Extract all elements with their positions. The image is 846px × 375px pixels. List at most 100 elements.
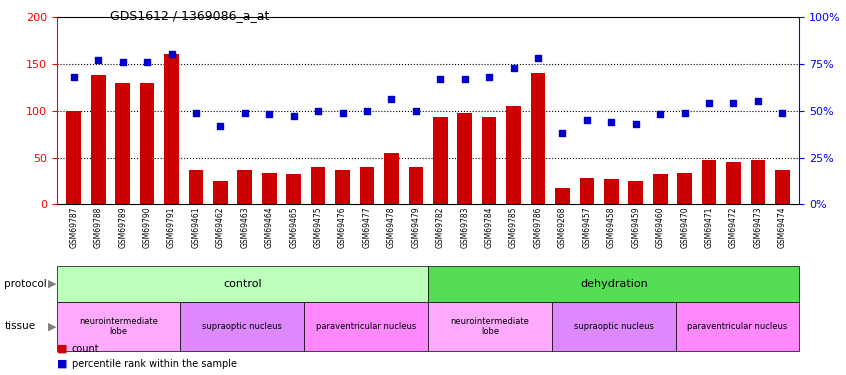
Point (214, 123, 228, 129)
Bar (653, 174, 667, 204)
Text: GSM69460: GSM69460 (656, 206, 665, 248)
Point (629, 121, 642, 127)
Point (458, 76, 471, 82)
Bar (775, 170, 789, 204)
Text: GSM69475: GSM69475 (314, 206, 322, 248)
Point (311, 108, 325, 114)
Bar (335, 170, 350, 204)
Text: tissue: tissue (4, 321, 36, 331)
Bar (750, 160, 766, 204)
Bar (701, 160, 717, 204)
Point (678, 110, 691, 116)
Text: GSM69463: GSM69463 (240, 206, 250, 248)
Point (287, 113, 300, 119)
Text: GSM69458: GSM69458 (607, 206, 616, 248)
Bar (91, 75, 106, 204)
Text: supraoptic nucleus: supraoptic nucleus (574, 322, 654, 331)
Bar (604, 179, 618, 204)
Point (238, 110, 251, 116)
Point (531, 55, 545, 61)
Point (67, 74, 80, 80)
Point (91, 57, 105, 63)
Text: GSM69464: GSM69464 (265, 206, 274, 248)
Bar (262, 174, 277, 204)
Point (482, 74, 496, 80)
Bar (310, 167, 326, 204)
Bar (140, 82, 155, 204)
Bar (238, 170, 252, 204)
Text: GSM69461: GSM69461 (191, 206, 201, 248)
Point (409, 108, 423, 114)
Text: GSM69791: GSM69791 (167, 206, 176, 248)
Text: GSM69268: GSM69268 (558, 206, 567, 248)
Point (580, 117, 594, 123)
Bar (213, 181, 228, 204)
Bar (115, 82, 130, 204)
Bar (189, 170, 203, 204)
Bar (286, 174, 301, 204)
Point (727, 100, 740, 106)
Bar (409, 167, 423, 204)
Text: ■: ■ (57, 359, 67, 369)
Text: GSM69477: GSM69477 (362, 206, 371, 248)
Point (433, 76, 447, 82)
Text: GSM69470: GSM69470 (680, 206, 689, 248)
Bar (726, 162, 741, 204)
Text: GSM69478: GSM69478 (387, 206, 396, 248)
Bar (384, 153, 398, 204)
Bar (482, 117, 497, 204)
Text: ▶: ▶ (48, 279, 57, 289)
Text: control: control (223, 279, 261, 289)
Point (116, 59, 129, 65)
Point (190, 110, 203, 116)
Text: GSM69788: GSM69788 (94, 206, 102, 248)
Bar (629, 181, 643, 204)
Point (262, 111, 276, 117)
Bar (67, 111, 81, 204)
Bar (164, 54, 179, 204)
Bar (530, 73, 546, 204)
Text: paraventricular nucleus: paraventricular nucleus (316, 322, 416, 331)
Point (140, 59, 154, 65)
Text: GSM69472: GSM69472 (729, 206, 738, 248)
Bar (458, 113, 472, 204)
Text: GSM69473: GSM69473 (754, 206, 762, 248)
Bar (555, 188, 570, 204)
Text: GDS1612 / 1369086_a_at: GDS1612 / 1369086_a_at (110, 9, 269, 22)
Text: GSM69479: GSM69479 (411, 206, 420, 248)
Point (336, 110, 349, 116)
Text: GSM69474: GSM69474 (777, 206, 787, 248)
Point (702, 100, 716, 106)
Text: ■: ■ (57, 344, 67, 354)
Text: GSM69457: GSM69457 (582, 206, 591, 248)
Point (653, 111, 667, 117)
Text: GSM69787: GSM69787 (69, 206, 79, 248)
Text: dehydration: dehydration (580, 279, 648, 289)
Bar (506, 106, 521, 204)
Text: GSM69465: GSM69465 (289, 206, 298, 248)
Text: paraventricular nucleus: paraventricular nucleus (688, 322, 788, 331)
Text: GSM69784: GSM69784 (485, 206, 494, 248)
Bar (360, 167, 374, 204)
Text: GSM69471: GSM69471 (705, 206, 713, 248)
Text: percentile rank within the sample: percentile rank within the sample (72, 359, 237, 369)
Point (776, 110, 789, 116)
Point (165, 51, 179, 57)
Text: count: count (72, 344, 100, 354)
Bar (678, 174, 692, 204)
Point (507, 64, 520, 70)
Text: GSM69459: GSM69459 (631, 206, 640, 248)
Text: GSM69782: GSM69782 (436, 206, 445, 248)
Bar (580, 178, 594, 204)
Point (385, 96, 398, 102)
Bar (433, 117, 448, 204)
Text: GSM69785: GSM69785 (509, 206, 518, 248)
Text: neurointermediate
lobe: neurointermediate lobe (451, 316, 530, 336)
Point (751, 98, 765, 104)
Text: supraoptic nucleus: supraoptic nucleus (202, 322, 283, 331)
Text: GSM69462: GSM69462 (216, 206, 225, 248)
Text: ▶: ▶ (48, 321, 57, 331)
Text: protocol: protocol (4, 279, 47, 289)
Point (605, 119, 618, 125)
Point (556, 130, 569, 136)
